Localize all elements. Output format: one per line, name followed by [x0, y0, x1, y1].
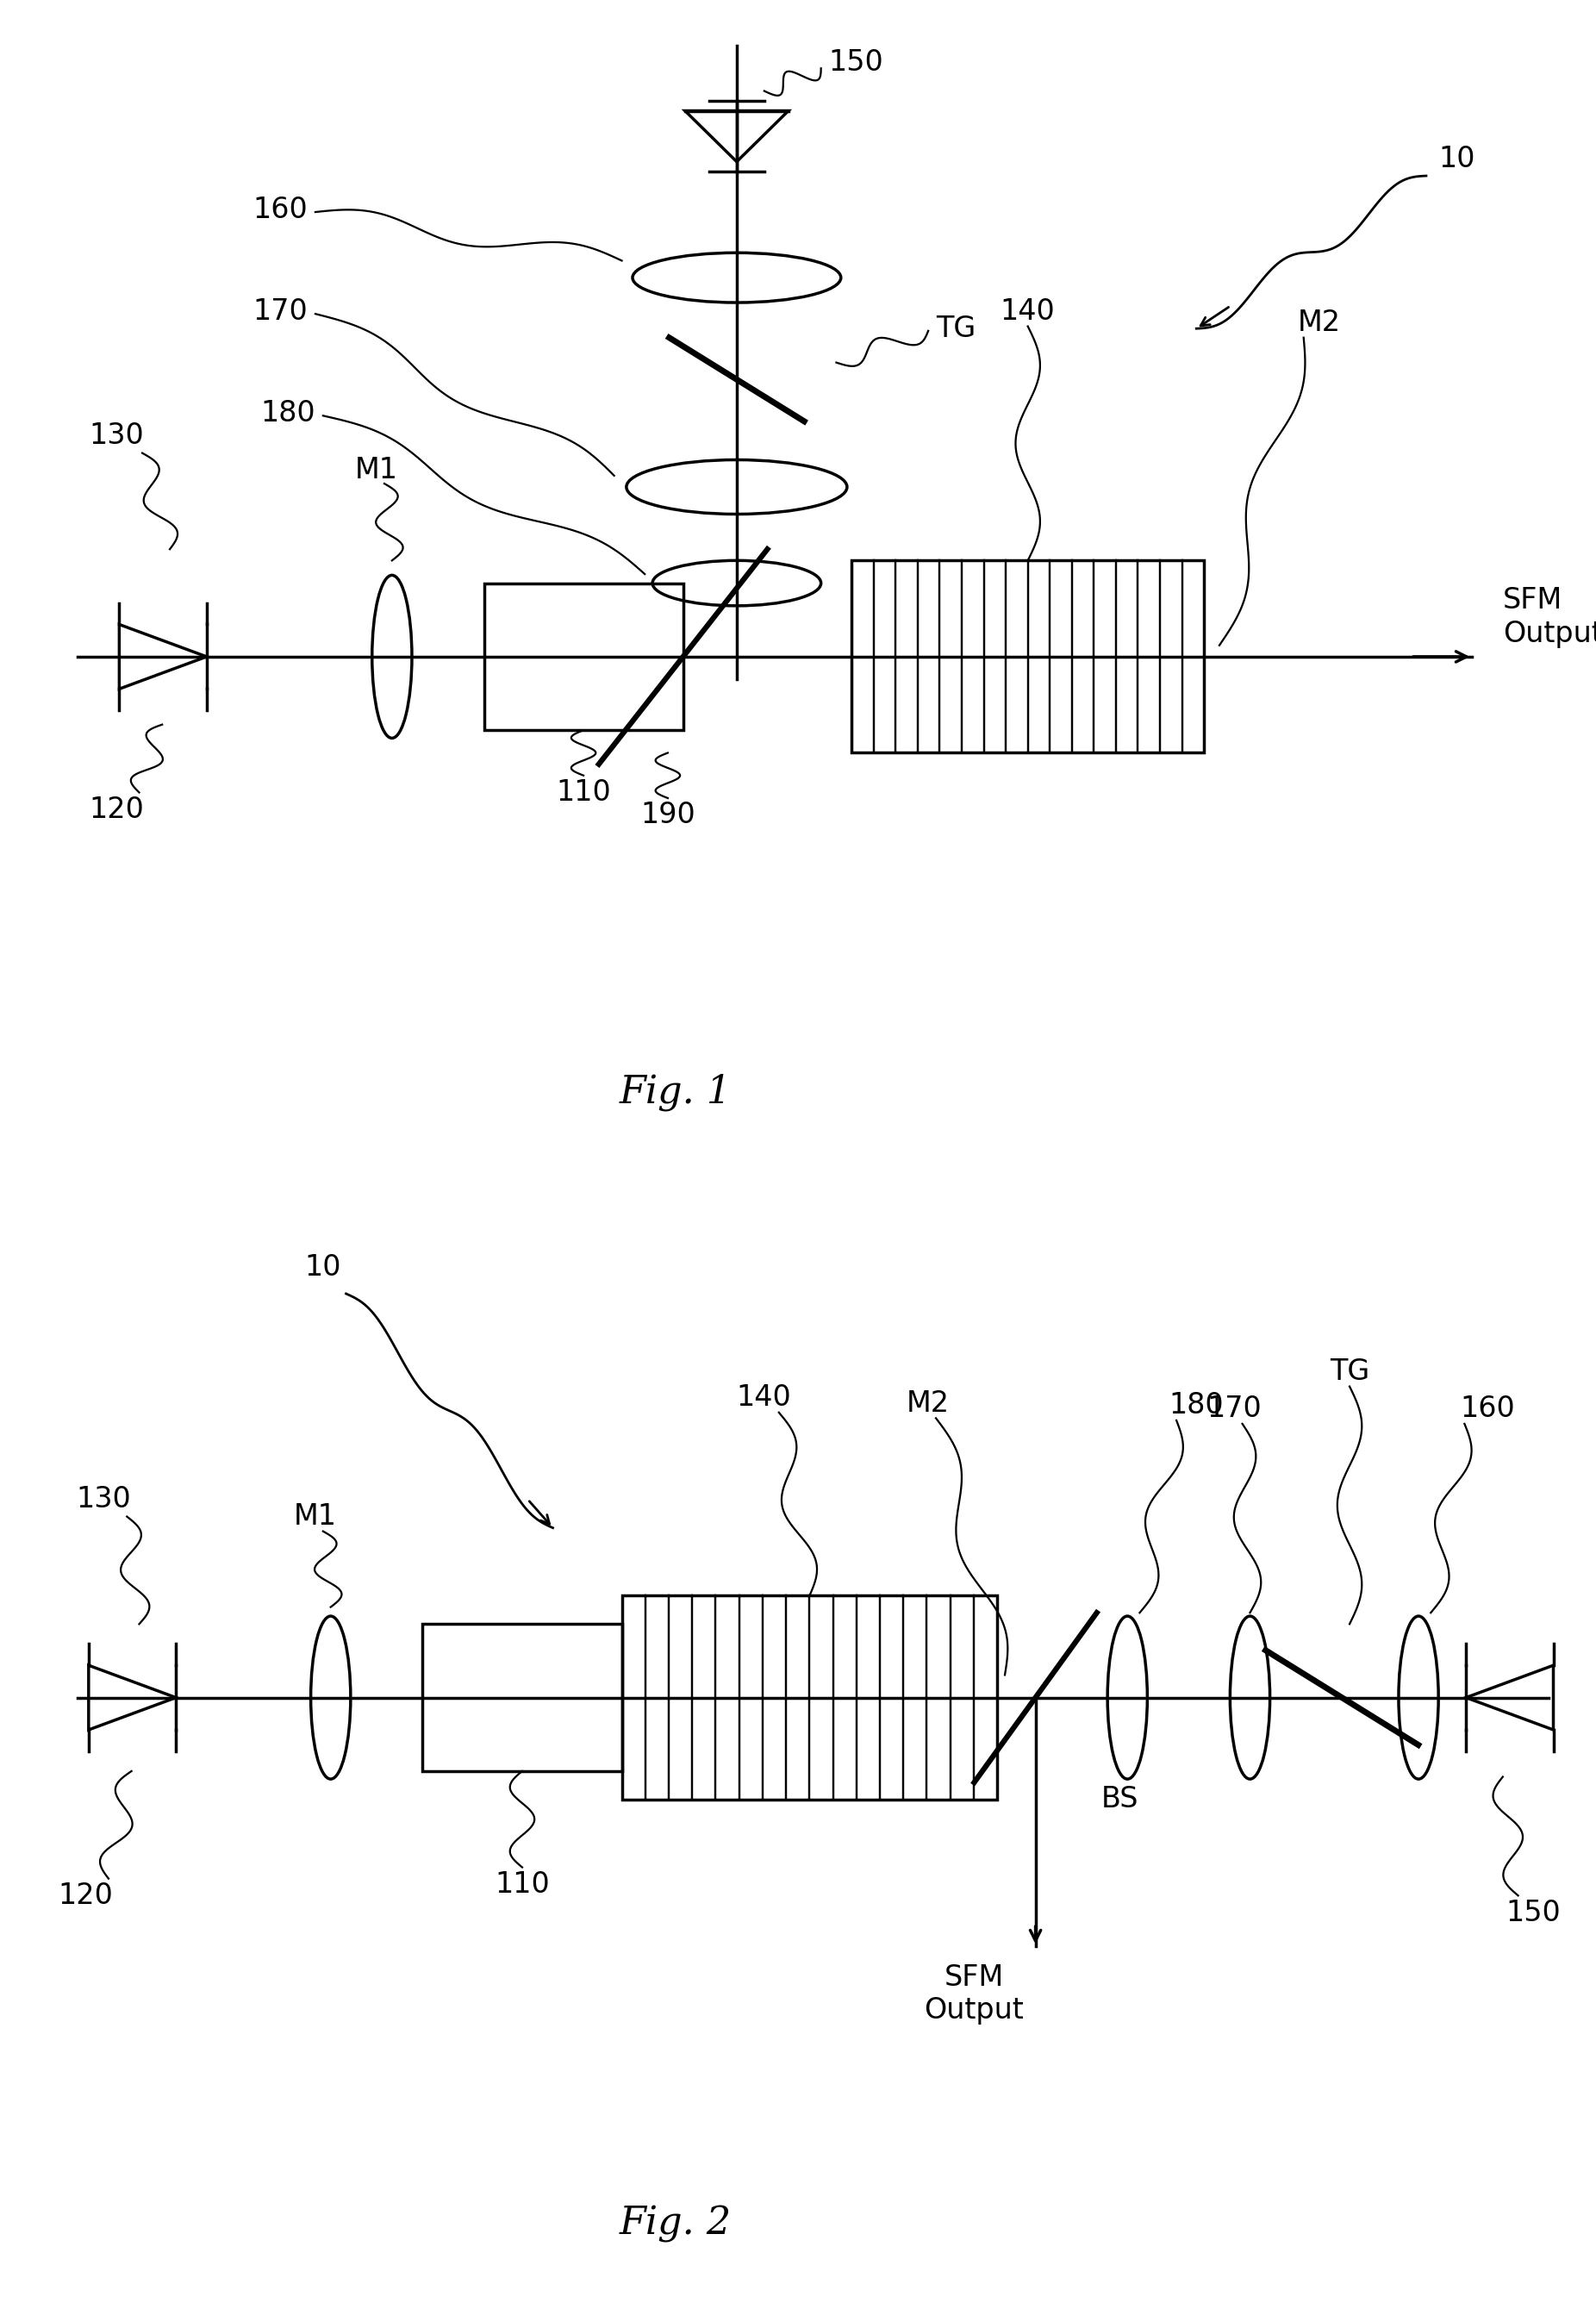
- Text: 120: 120: [57, 1882, 113, 1910]
- Text: 140: 140: [1001, 298, 1055, 326]
- Text: 110: 110: [495, 1870, 549, 1898]
- Text: 170: 170: [1207, 1395, 1262, 1422]
- Text: 160: 160: [1460, 1395, 1515, 1422]
- Text: M2: M2: [907, 1390, 950, 1418]
- Text: 160: 160: [252, 196, 308, 224]
- Text: 130: 130: [89, 423, 144, 450]
- Text: 120: 120: [89, 794, 144, 824]
- Text: SFM
Output: SFM Output: [1503, 586, 1596, 649]
- Text: TG: TG: [935, 314, 975, 342]
- Text: 110: 110: [555, 778, 611, 806]
- Bar: [852, 561, 1203, 753]
- Bar: [484, 584, 683, 730]
- Text: 10: 10: [1438, 145, 1475, 173]
- Text: 150: 150: [1507, 1898, 1561, 1926]
- Bar: [622, 1596, 998, 1799]
- Text: TG: TG: [1329, 1358, 1369, 1385]
- Text: BS: BS: [1101, 1785, 1138, 1813]
- Text: Fig. 2: Fig. 2: [619, 2205, 731, 2242]
- Text: 180: 180: [1168, 1392, 1224, 1420]
- Text: SFM
Output: SFM Output: [924, 1963, 1025, 2025]
- Text: M1: M1: [356, 455, 397, 485]
- Text: 180: 180: [260, 399, 316, 427]
- Text: 190: 190: [640, 801, 696, 829]
- Text: 140: 140: [736, 1383, 792, 1413]
- Text: 170: 170: [252, 298, 308, 326]
- Text: 10: 10: [305, 1254, 342, 1281]
- Text: M1: M1: [294, 1503, 337, 1531]
- Bar: [423, 1623, 622, 1771]
- Text: Fig. 1: Fig. 1: [619, 1074, 731, 1111]
- Text: 130: 130: [77, 1485, 131, 1515]
- Text: 150: 150: [828, 48, 884, 76]
- Text: M2: M2: [1298, 309, 1341, 337]
